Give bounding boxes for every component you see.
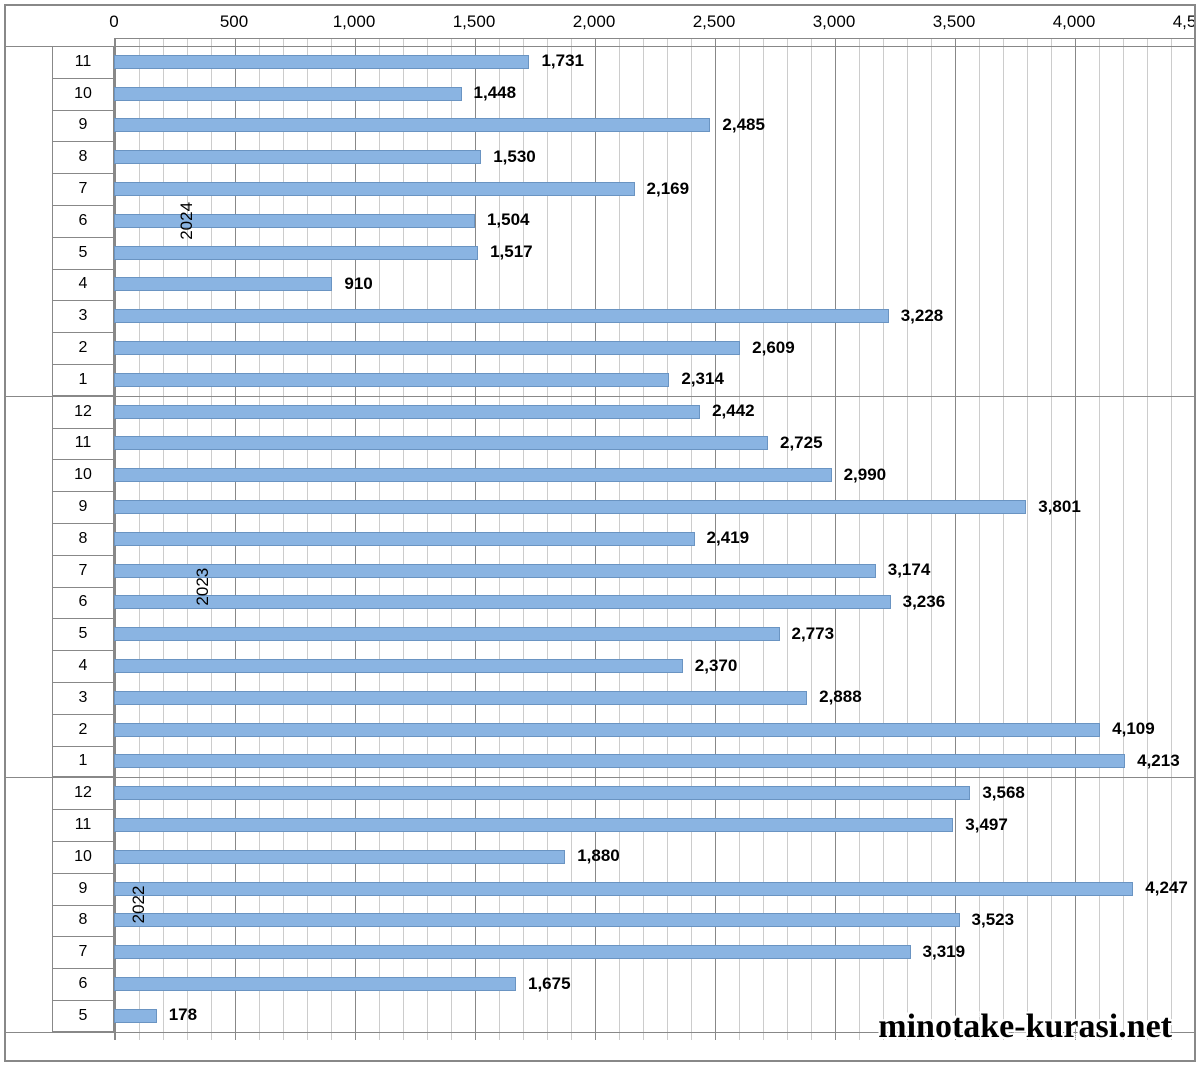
x-axis-tick-label: 2,500 xyxy=(693,12,736,32)
bar-value-label: 3,228 xyxy=(901,306,944,326)
bar-value-label: 3,523 xyxy=(972,910,1015,930)
bar-value-label: 2,169 xyxy=(647,179,690,199)
bar-value-label: 3,174 xyxy=(888,560,931,580)
bar-value-label: 2,773 xyxy=(792,624,835,644)
bar-value-label: 3,236 xyxy=(903,592,946,612)
bar-value-label: 2,485 xyxy=(722,115,765,135)
bar-value-label: 2,609 xyxy=(752,338,795,358)
year-label: 2024 xyxy=(12,46,362,396)
bar-value-label: 3,801 xyxy=(1038,497,1081,517)
bar-value-label: 1,880 xyxy=(577,846,620,866)
x-axis-tick-label: 1,500 xyxy=(453,12,496,32)
gridline-major xyxy=(1195,39,1196,1040)
bar-value-label: 1,517 xyxy=(490,242,533,262)
bar-value-label: 2,725 xyxy=(780,433,823,453)
x-axis-tick-label: 500 xyxy=(220,12,248,32)
chart-frame: 0 500 1,000 1,500 2,000 2,500 3,000 3,500 4,000 4… xyxy=(4,4,1196,1062)
bar-value-label: 4,109 xyxy=(1112,719,1155,739)
x-axis-tick-label: 3,000 xyxy=(813,12,856,32)
bar-value-label: 1,731 xyxy=(541,51,584,71)
bar xyxy=(114,882,1133,896)
year-label: 2022 xyxy=(12,777,266,1031)
year-label: 2023 xyxy=(12,396,394,778)
x-axis-tick-label: 3,500 xyxy=(933,12,976,32)
bar-value-label: 1,530 xyxy=(493,147,536,167)
x-axis-tick-label: 0 xyxy=(109,12,118,32)
bar-value-label: 2,888 xyxy=(819,687,862,707)
x-axis-tick-label: 4,000 xyxy=(1053,12,1096,32)
x-axis-tick-label: 4,500 xyxy=(1173,12,1196,32)
bar-value-label: 4,213 xyxy=(1137,751,1180,771)
bar-value-label: 3,497 xyxy=(965,815,1008,835)
x-axis-tick-label: 2,000 xyxy=(573,12,616,32)
bar-value-label: 2,419 xyxy=(707,528,750,548)
bar-value-label: 1,675 xyxy=(528,974,571,994)
bar-value-label: 2,442 xyxy=(712,401,755,421)
bar-value-label: 3,319 xyxy=(923,942,966,962)
watermark-text: minotake-kurasi.net xyxy=(878,1008,1172,1046)
bar-value-label: 2,314 xyxy=(681,369,724,389)
bar-value-label: 4,247 xyxy=(1145,878,1188,898)
bar-value-label: 1,504 xyxy=(487,210,530,230)
bar-value-label: 2,990 xyxy=(844,465,887,485)
bar-value-label: 3,568 xyxy=(982,783,1025,803)
bar-value-label: 2,370 xyxy=(695,656,738,676)
x-axis-tick-label: 1,000 xyxy=(333,12,376,32)
bar-value-label: 1,448 xyxy=(474,83,517,103)
